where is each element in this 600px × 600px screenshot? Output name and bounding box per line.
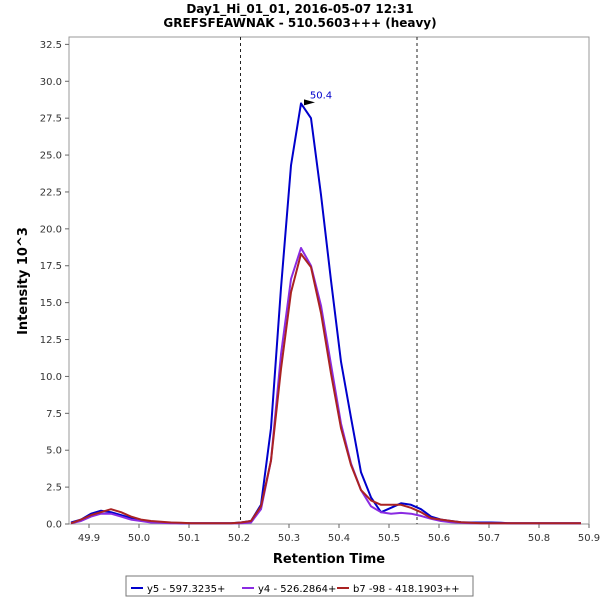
y-tick-label: 15.0 <box>40 298 62 309</box>
x-tick-label: 50.7 <box>478 533 500 544</box>
x-axis-label: Retention Time <box>273 552 385 567</box>
y-axis-label: Intensity 10^3 <box>16 227 31 335</box>
x-tick-label: 50.6 <box>428 533 450 544</box>
x-tick-label: 50.5 <box>378 533 400 544</box>
x-tick-label: 50.0 <box>128 533 150 544</box>
y-tick-label: 10.0 <box>40 372 62 383</box>
x-tick-label: 50.1 <box>178 533 200 544</box>
chart-title: Day1_Hi_01_01, 2016-05-07 12:31 <box>186 2 413 17</box>
x-tick-label: 50.4 <box>328 533 350 544</box>
y-tick-label: 27.5 <box>40 114 62 125</box>
peak-label: 50.4 <box>310 90 332 101</box>
y-tick-label: 30.0 <box>40 77 62 88</box>
y-tick-label: 2.5 <box>46 483 62 494</box>
y-axis: 0.0 2.5 5.0 7.5 10.0 12.5 15.0 17.5 20.0 22.5 25.0… <box>40 40 69 531</box>
series-line-3 <box>70 252 581 525</box>
legend: y5 - 597.3235+ y4 - 526.2864+ b7 -98 - 418… <box>125 575 474 597</box>
y-tick-label: 32.5 <box>40 40 62 51</box>
legend-label-2: y4 - 526.2864+ <box>258 584 336 595</box>
y-tick-label: 5.0 <box>46 446 62 457</box>
x-tick-label: 50.9 <box>578 533 600 544</box>
peak-annotation: 50.4 <box>304 90 332 106</box>
x-tick-label: 50.3 <box>278 533 300 544</box>
y-tick-label: 0.0 <box>46 520 62 531</box>
x-axis: 49.9 50.0 50.1 50.2 50.3 50.4 50.5 50.6 50.7 50.8… <box>78 524 600 544</box>
y-tick-label: 22.5 <box>40 187 62 198</box>
plot-area <box>68 36 590 525</box>
y-tick-label: 20.0 <box>40 224 62 235</box>
peak-marker <box>304 99 315 106</box>
x-tick-label: 50.2 <box>228 533 250 544</box>
legend-box <box>125 575 474 597</box>
y-tick-label: 25.0 <box>40 151 62 162</box>
legend-label-3: b7 -98 - 418.1903++ <box>353 584 460 595</box>
y-tick-label: 17.5 <box>40 261 62 272</box>
series-lines <box>70 102 581 525</box>
legend-label-1: y5 - 597.3235+ <box>147 584 225 595</box>
y-tick-label: 12.5 <box>40 335 62 346</box>
y-tick-label: 7.5 <box>46 409 62 420</box>
x-tick-label: 49.9 <box>78 533 100 544</box>
chart-subtitle: GREFSFEAWNAK - 510.5603+++ (heavy) <box>163 16 436 30</box>
x-tick-label: 50.8 <box>528 533 550 544</box>
